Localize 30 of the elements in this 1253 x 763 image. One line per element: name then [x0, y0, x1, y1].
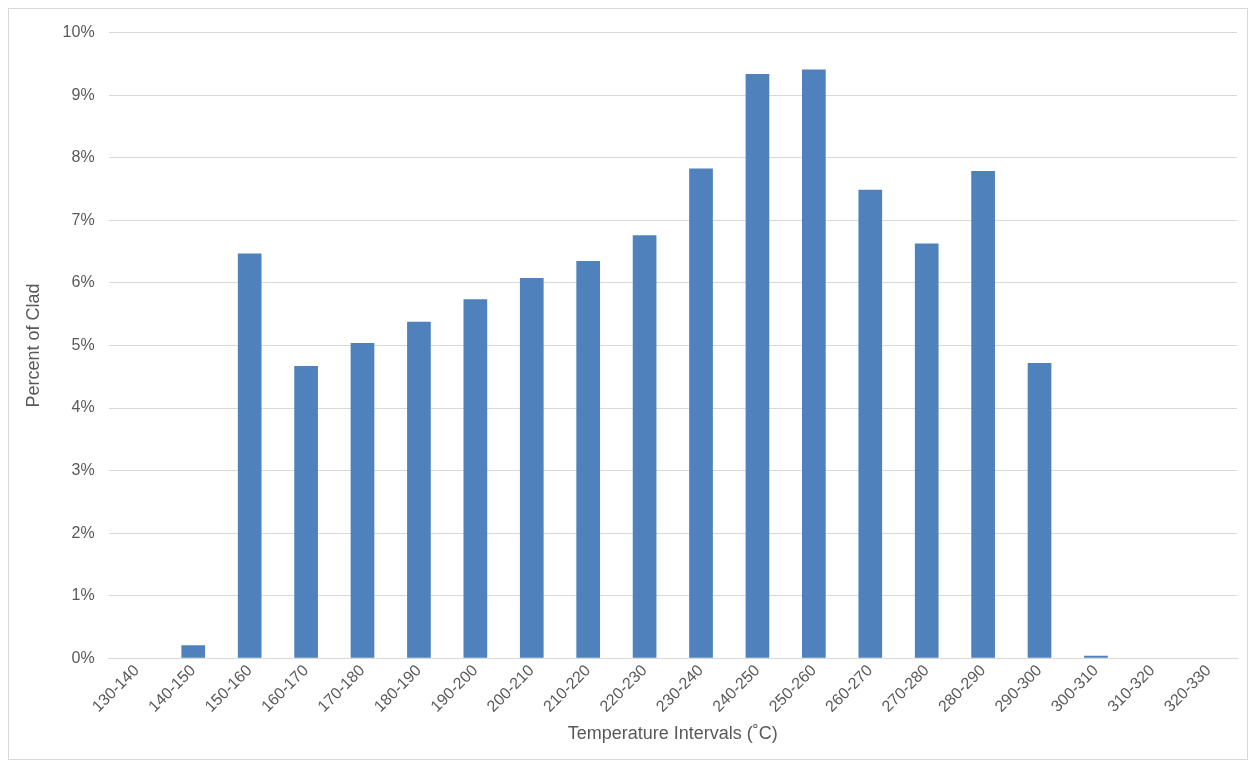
y-tick-label: 1%	[71, 586, 95, 604]
bar	[858, 189, 883, 658]
bar	[1084, 655, 1108, 658]
y-tick-label: 2%	[71, 523, 95, 541]
y-tick-label: 7%	[71, 210, 95, 228]
bar	[576, 260, 601, 658]
bar	[971, 170, 995, 658]
y-tick-label: 9%	[71, 85, 95, 103]
x-axis-title: Temperature Intervals (˚C)	[567, 723, 778, 744]
bar	[407, 321, 431, 658]
y-tick-label: 6%	[71, 273, 95, 291]
y-tick-label: 3%	[71, 461, 95, 478]
y-tick-label: 5%	[71, 335, 95, 353]
bar	[689, 168, 713, 658]
y-tick-label: 4%	[71, 398, 95, 416]
y-tick-label: 0%	[71, 648, 95, 666]
bar	[181, 645, 206, 658]
bar	[350, 342, 375, 658]
y-tick-label: 8%	[71, 148, 95, 166]
bar	[802, 69, 826, 658]
bar	[632, 235, 657, 658]
bar	[519, 277, 544, 658]
y-axis-title: Percent of Clad	[22, 283, 43, 408]
bar	[914, 243, 939, 658]
bar	[1027, 362, 1052, 658]
y-tick-label: 10%	[62, 23, 95, 41]
bar	[463, 299, 488, 658]
bar	[294, 366, 318, 658]
bar	[745, 73, 770, 658]
bar	[237, 253, 262, 658]
